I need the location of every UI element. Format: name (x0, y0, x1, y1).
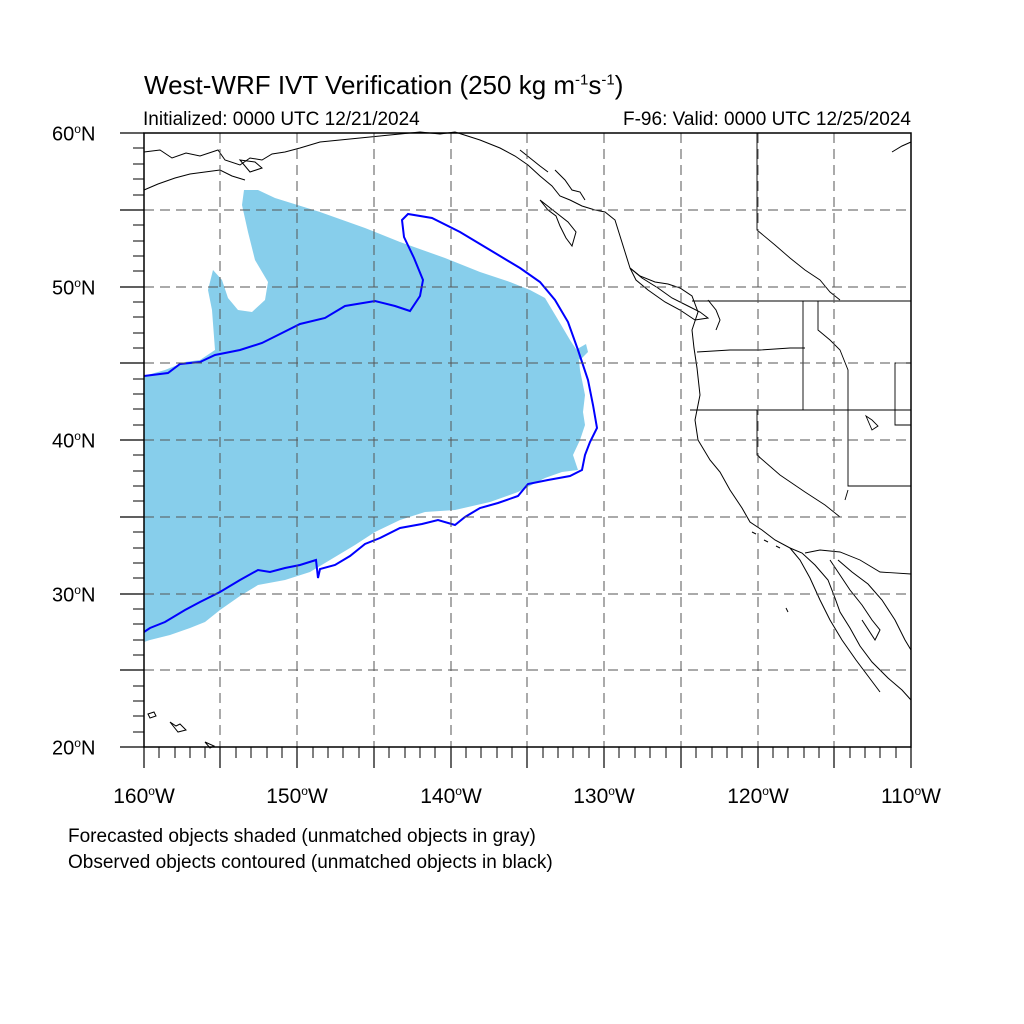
lon-label: 120oW (727, 784, 789, 808)
observed-ivt-contour (143, 212, 599, 633)
axis-ticks (120, 132, 912, 768)
lat-label: 40oN (52, 429, 96, 453)
lat-label: 60oN (52, 122, 96, 146)
forecast-ivt-object (144, 190, 585, 642)
lon-label: 150oW (266, 784, 328, 808)
valid-time: F-96: Valid: 0000 UTC 12/25/2024 (623, 109, 911, 130)
lon-label: 130oW (573, 784, 635, 808)
minor-ticks (133, 147, 897, 758)
map-title: West-WRF IVT Verification (250 kg m-1s-1… (144, 70, 624, 100)
coastlines (143, 131, 912, 749)
lat-label: 30oN (52, 583, 96, 607)
observed-legend-note: Observed objects contoured (unmatched ob… (68, 852, 553, 873)
lon-label: 110oW (881, 784, 941, 808)
lat-lon-grid (144, 133, 911, 747)
lon-label: 140oW (420, 784, 482, 808)
lat-label: 20oN (52, 736, 96, 760)
forecast-ivt-object-ne-tip (572, 344, 588, 360)
political-borders (690, 133, 912, 575)
lon-label: 160oW (113, 784, 175, 808)
forecast-legend-note: Forecasted objects shaded (unmatched obj… (68, 826, 536, 847)
lat-label: 50oN (52, 276, 96, 300)
initialized-time: Initialized: 0000 UTC 12/21/2024 (143, 109, 420, 130)
